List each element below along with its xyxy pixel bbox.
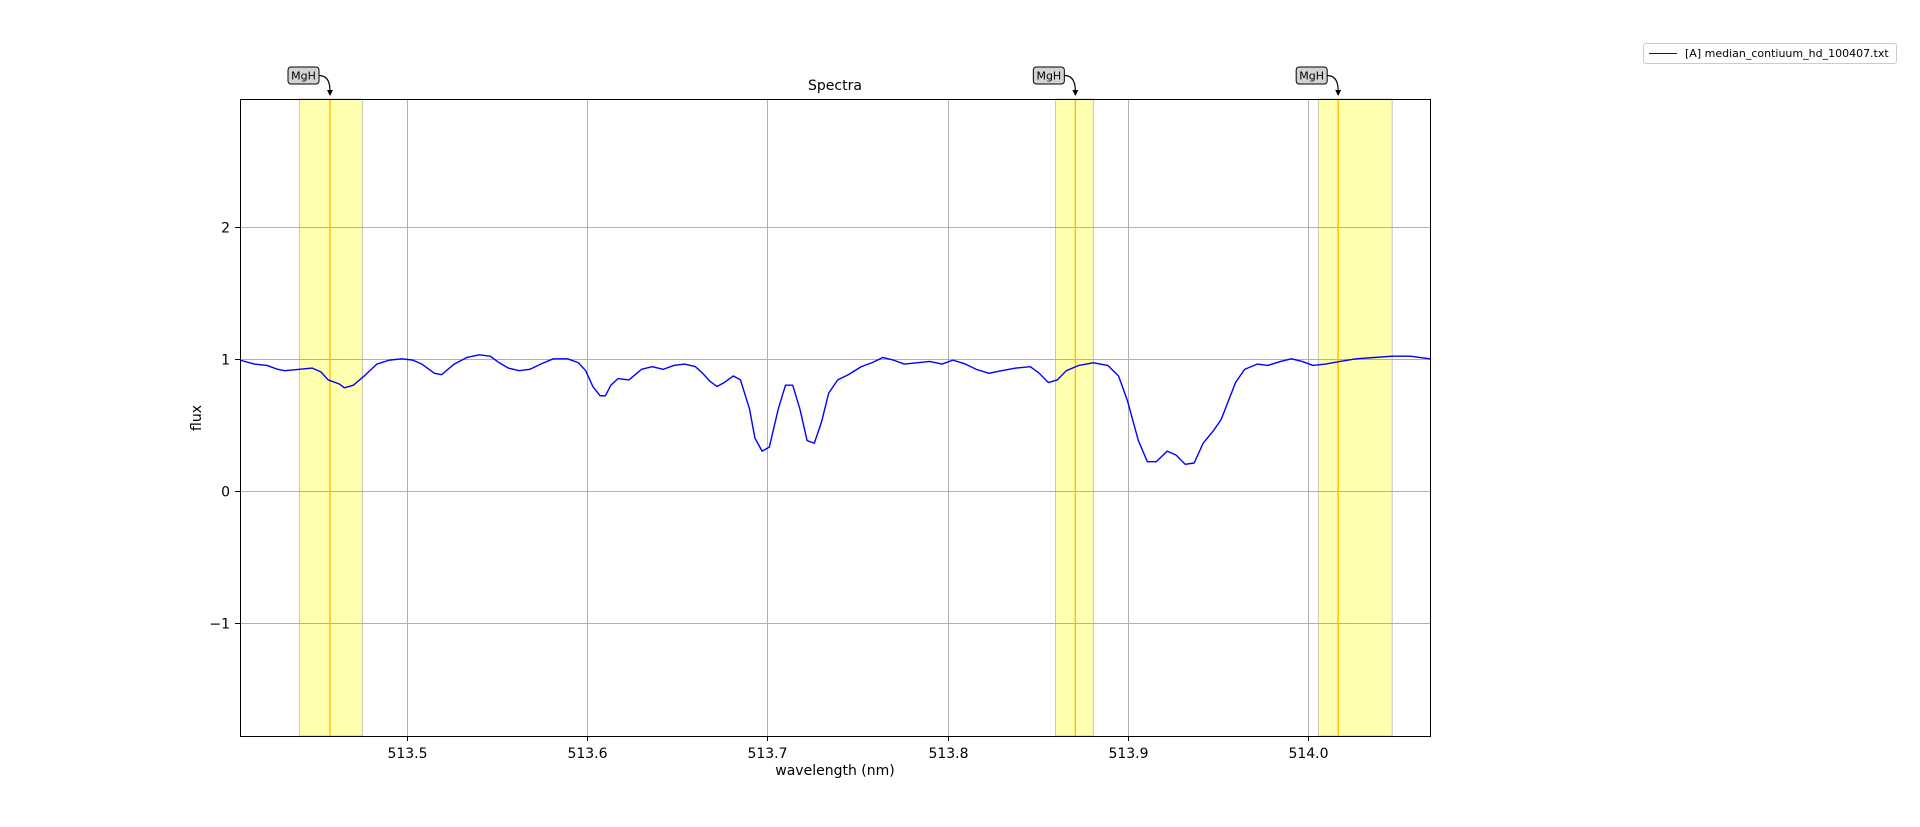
annotation-2: MgH	[1032, 66, 1079, 96]
annotation-arrow	[1064, 74, 1076, 92]
annotation-3: MgH	[1295, 66, 1342, 96]
x-tick-label: 514.0	[1288, 746, 1328, 762]
legend-label: [A] median_contiuum_hd_100407.txt	[1685, 47, 1889, 60]
annotation-label: MgH	[1036, 70, 1061, 83]
highlight-region-3	[1317, 98, 1393, 737]
annotations: MgH MgH MgH	[287, 66, 1342, 96]
x-tick-label: 513.6	[567, 746, 607, 762]
x-tick-label: 513.7	[747, 746, 787, 762]
legend: [A] median_contiuum_hd_100407.txt	[1643, 43, 1897, 64]
annotation-arrowhead	[327, 90, 334, 96]
annotation-lines	[329, 99, 1339, 736]
annotation-label: MgH	[291, 70, 316, 83]
series-layer	[239, 354, 1431, 466]
annotation-label: MgH	[1299, 70, 1324, 83]
plot-frame	[240, 99, 1431, 737]
annotation-arrowhead	[1335, 90, 1342, 96]
annotation-arrow	[1327, 74, 1339, 92]
y-tick-label: 2	[221, 221, 230, 237]
y-axis-label: flux	[189, 405, 205, 431]
y-tick-label: −1	[209, 617, 230, 633]
y-axis: −1 0 1 2	[209, 221, 240, 633]
x-tick-label: 513.5	[387, 746, 427, 762]
x-tick-label: 513.9	[1108, 746, 1148, 762]
y-tick-label: 1	[221, 353, 230, 369]
highlight-regions	[298, 98, 1393, 737]
annotation-arrow	[318, 74, 331, 92]
y-tick-label: 0	[221, 485, 230, 501]
x-axis-label: wavelength (nm)	[775, 763, 894, 779]
highlight-region-1	[298, 98, 363, 737]
legend-line-swatch	[1649, 53, 1677, 54]
chart-title: Spectra	[808, 78, 862, 94]
highlight-region-2	[1055, 98, 1094, 737]
annotation-arrowhead	[1072, 90, 1079, 96]
grid	[240, 99, 1430, 736]
x-axis: 513.5 513.6 513.7 513.8 513.9 514.0	[387, 736, 1329, 762]
series-line-1	[239, 354, 1431, 466]
x-tick-label: 513.8	[928, 746, 968, 762]
annotation-1: MgH	[287, 66, 334, 96]
